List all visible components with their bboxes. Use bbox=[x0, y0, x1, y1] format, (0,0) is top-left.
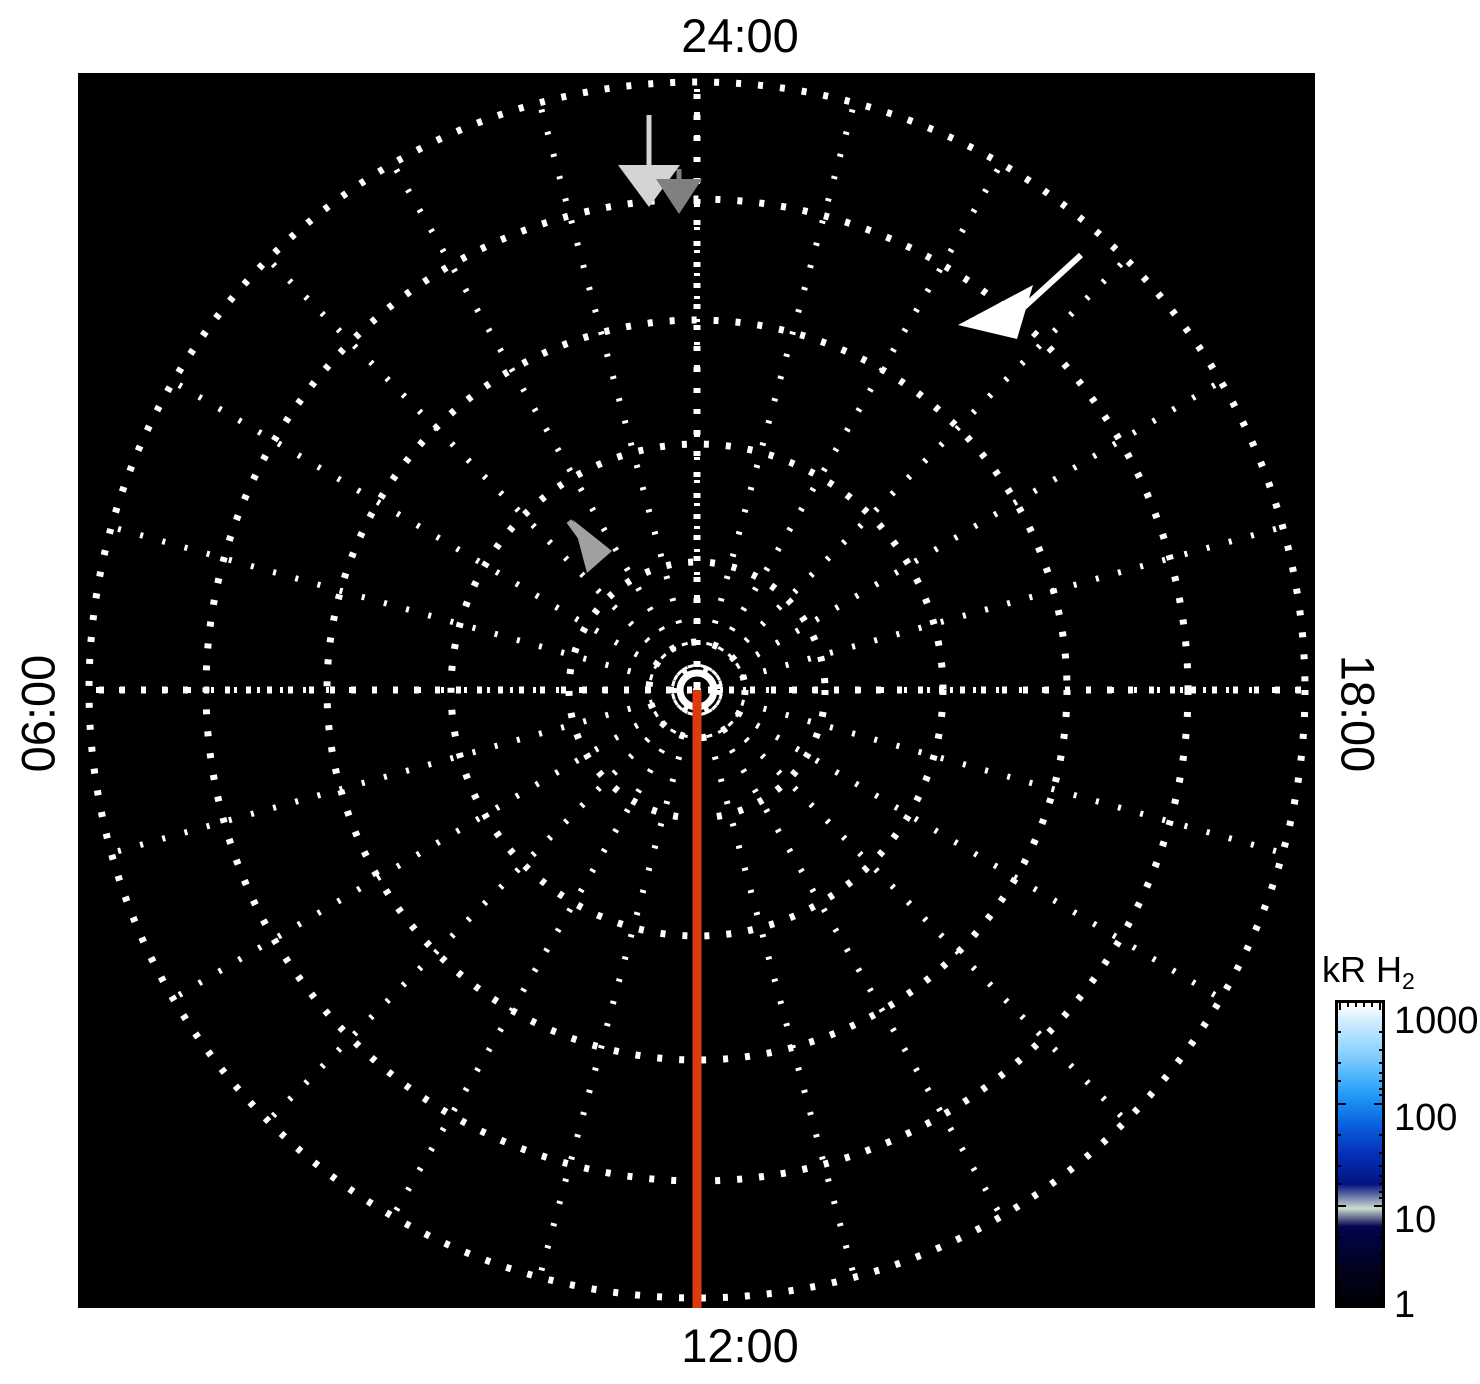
colorbar-tick-label-1000: 1000 bbox=[1394, 1000, 1479, 1042]
colorbar-tick-label-100: 100 bbox=[1394, 1097, 1458, 1139]
arrow-annotation-4 bbox=[566, 519, 612, 573]
colorbar: kR H2 bbox=[1322, 949, 1480, 1326]
axis-label-dawn: 06:00 bbox=[11, 654, 65, 773]
colorbar-title: kR H2 bbox=[1322, 949, 1415, 993]
colorbar-title-text: kR H bbox=[1322, 949, 1402, 990]
colorbar-gradient bbox=[1335, 1000, 1385, 1308]
colorbar-tick-label-10: 10 bbox=[1394, 1199, 1437, 1241]
axis-label-noon: 12:00 bbox=[681, 1319, 799, 1372]
axis-label-dusk: 18:00 bbox=[1331, 654, 1385, 773]
arrow-annotation-2 bbox=[656, 169, 702, 214]
arrow-annotation-1 bbox=[618, 115, 680, 207]
arrow-annotation-3 bbox=[958, 252, 1084, 339]
colorbar-title-subscript: 2 bbox=[1402, 968, 1415, 994]
colorbar-tick-label-1: 1 bbox=[1394, 1284, 1416, 1326]
polar-plot-panel bbox=[78, 73, 1315, 1308]
polar-grid-svg bbox=[78, 73, 1315, 1308]
axis-label-midnight: 24:00 bbox=[681, 9, 799, 62]
